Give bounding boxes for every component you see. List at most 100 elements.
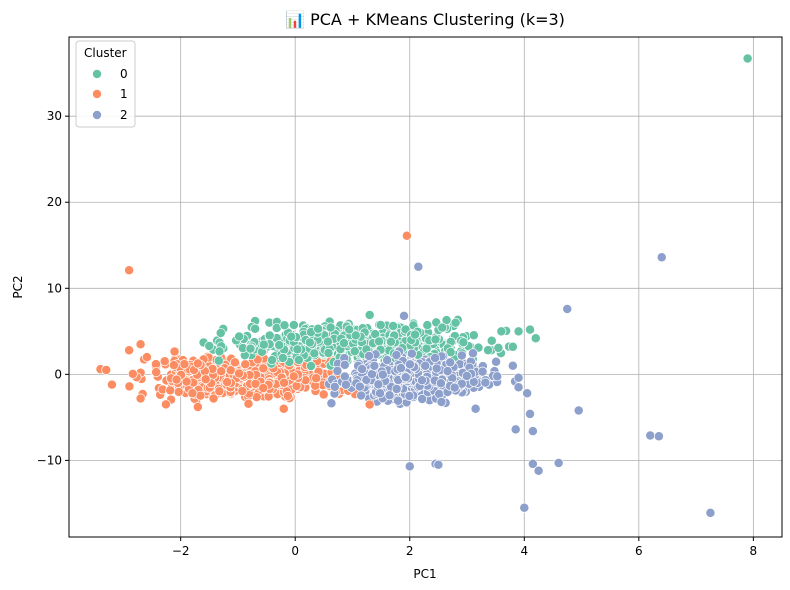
point-cluster-0 <box>496 326 507 337</box>
point-cluster-0 <box>513 326 524 337</box>
point-cluster-2 <box>369 360 380 371</box>
point-cluster-0 <box>322 336 333 347</box>
point-cluster-0 <box>422 320 433 331</box>
point-cluster-1 <box>258 363 269 374</box>
point-cluster-0 <box>213 355 224 366</box>
point-cluster-0 <box>306 361 316 371</box>
point-cluster-1 <box>364 399 375 410</box>
point-cluster-2 <box>399 310 409 321</box>
point-cluster-0 <box>468 330 479 341</box>
point-cluster-2 <box>510 424 521 435</box>
point-cluster-2 <box>377 369 388 380</box>
point-cluster-0 <box>410 329 420 340</box>
y-tick-label: 20 <box>47 195 62 209</box>
point-cluster-2 <box>326 398 337 409</box>
point-cluster-0 <box>486 335 497 346</box>
point-cluster-0 <box>204 341 215 351</box>
point-cluster-0 <box>386 336 396 347</box>
point-cluster-0 <box>304 337 315 348</box>
point-cluster-1 <box>288 371 299 382</box>
point-cluster-2 <box>513 382 524 393</box>
point-cluster-1 <box>279 377 290 388</box>
point-cluster-1 <box>160 399 171 410</box>
point-cluster-2 <box>384 390 395 401</box>
point-cluster-1 <box>159 356 170 367</box>
point-cluster-1 <box>165 385 176 396</box>
point-cluster-1 <box>141 352 152 363</box>
point-cluster-1 <box>250 378 261 389</box>
point-cluster-2 <box>435 378 446 389</box>
legend-marker-0 <box>92 69 102 79</box>
point-cluster-0 <box>349 346 360 357</box>
point-cluster-1 <box>258 383 269 394</box>
point-cluster-2 <box>329 381 340 392</box>
legend-label-1: 1 <box>120 87 128 101</box>
point-cluster-1 <box>101 365 112 375</box>
point-cluster-1 <box>192 358 203 369</box>
point-cluster-2 <box>364 351 374 361</box>
point-cluster-1 <box>169 346 180 357</box>
y-tick-label: 10 <box>47 281 62 295</box>
point-cluster-0 <box>339 338 349 349</box>
point-cluster-2 <box>553 458 564 468</box>
point-cluster-1 <box>214 386 225 397</box>
point-cluster-1 <box>179 359 190 370</box>
point-cluster-1 <box>208 393 219 404</box>
point-cluster-2 <box>480 377 491 388</box>
point-cluster-1 <box>222 377 233 388</box>
point-cluster-0 <box>441 315 452 326</box>
point-cluster-1 <box>291 381 302 391</box>
point-cluster-2 <box>456 350 467 361</box>
point-cluster-2 <box>527 458 538 469</box>
x-axis-ticks: −2 0 2 4 6 8 <box>172 537 757 558</box>
point-cluster-2 <box>404 461 415 472</box>
y-axis-ticks: −10 0 10 20 30 <box>37 109 69 467</box>
point-cluster-0 <box>250 323 261 334</box>
point-cluster-1 <box>401 230 412 241</box>
point-cluster-1 <box>237 386 248 397</box>
point-cluster-1 <box>278 403 289 414</box>
point-cluster-0 <box>286 331 297 342</box>
point-cluster-0 <box>323 347 334 358</box>
point-cluster-1 <box>124 265 135 276</box>
x-tick-label: 4 <box>520 544 528 558</box>
x-tick-label: 2 <box>406 544 414 558</box>
point-cluster-2 <box>527 426 538 437</box>
point-cluster-2 <box>391 384 402 394</box>
point-cluster-0 <box>525 324 535 335</box>
point-cluster-1 <box>124 381 135 392</box>
point-cluster-1 <box>200 374 211 385</box>
point-cluster-2 <box>354 381 365 392</box>
point-cluster-1 <box>216 366 227 377</box>
point-cluster-2 <box>525 408 535 419</box>
legend-marker-1 <box>92 89 102 99</box>
point-cluster-2 <box>468 348 478 359</box>
x-axis-label: PC1 <box>413 567 436 581</box>
point-cluster-0 <box>274 340 285 351</box>
point-cluster-1 <box>230 357 240 368</box>
x-tick-label: 0 <box>291 544 299 558</box>
y-tick-label: −10 <box>37 453 62 467</box>
legend-box <box>75 40 136 128</box>
point-cluster-2 <box>382 355 393 366</box>
point-cluster-2 <box>705 507 716 518</box>
point-cluster-0 <box>313 323 324 334</box>
y-axis-label: PC2 <box>11 275 25 298</box>
point-cluster-1 <box>187 388 198 399</box>
point-cluster-0 <box>234 331 245 342</box>
point-cluster-2 <box>340 379 351 390</box>
point-cluster-1 <box>282 390 293 401</box>
plot-frame <box>68 36 783 538</box>
point-cluster-0 <box>421 343 432 354</box>
point-cluster-0 <box>388 321 399 331</box>
point-cluster-0 <box>325 322 336 333</box>
point-cluster-1 <box>107 379 117 390</box>
point-cluster-2 <box>470 403 481 414</box>
point-cluster-2 <box>533 465 544 476</box>
point-cluster-2 <box>417 375 427 386</box>
point-cluster-2 <box>477 366 488 377</box>
point-cluster-1 <box>234 368 245 379</box>
point-cluster-2 <box>461 371 472 381</box>
point-cluster-0 <box>309 348 320 359</box>
